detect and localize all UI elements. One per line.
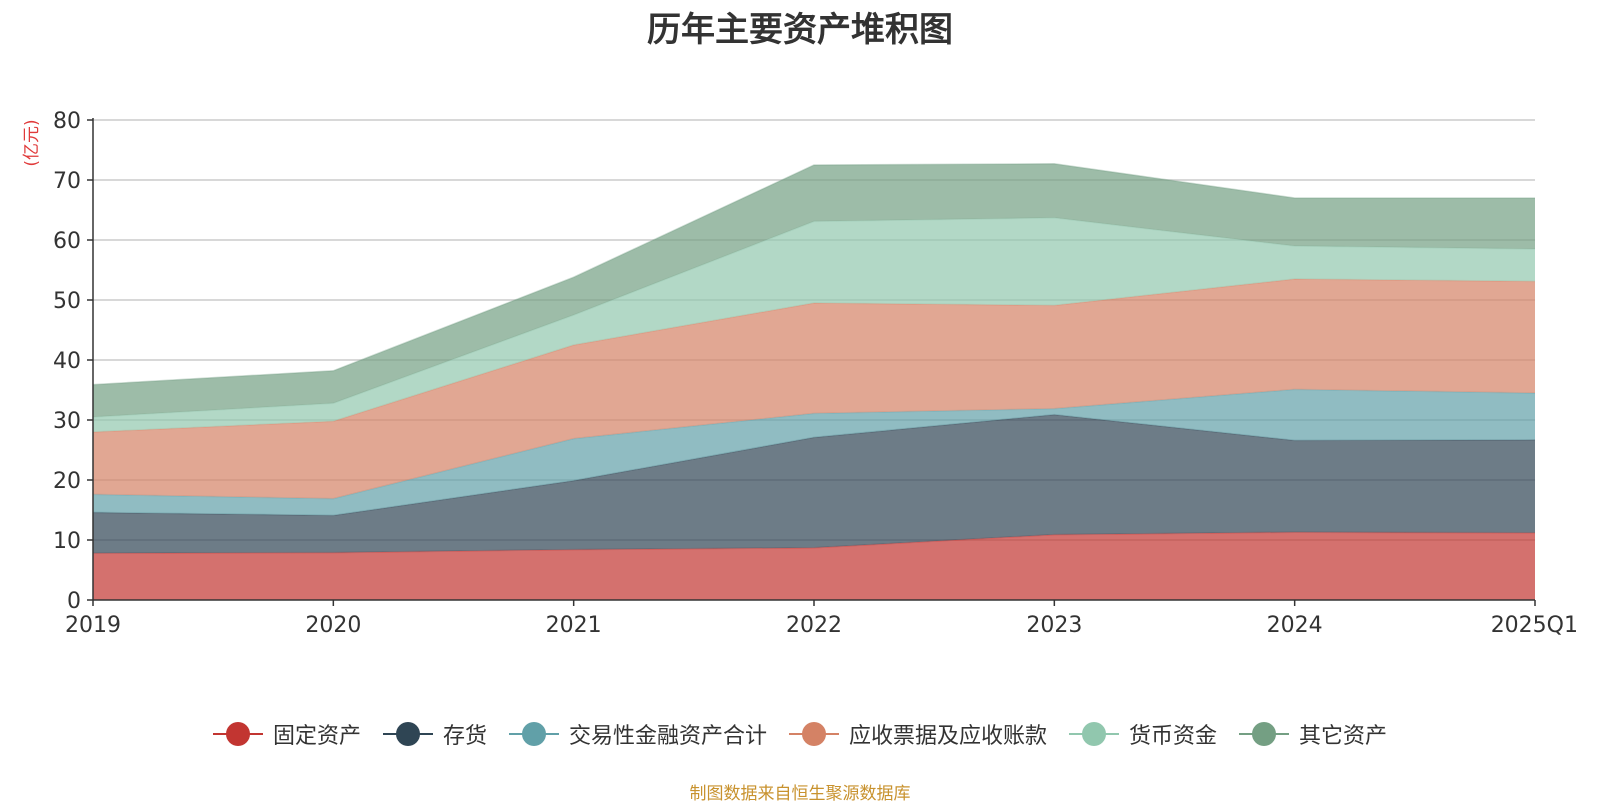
legend-marker-icon xyxy=(1069,722,1120,746)
chart-title: 历年主要资产堆积图 xyxy=(647,10,953,50)
x-tick-label: 2019 xyxy=(65,613,121,638)
legend-marker-icon xyxy=(1239,722,1290,746)
axes: 0 10 20 30 40 50 60 70 80 2019 2020 2021 2022 2023 202… xyxy=(53,109,1578,638)
legend-marker-icon xyxy=(382,722,433,746)
legend-label: 其它资产 xyxy=(1299,724,1388,749)
legend-marker-icon xyxy=(508,722,559,746)
legend-item-6[interactable]: 其它资产 xyxy=(1239,718,1387,750)
x-tick-label: 2024 xyxy=(1267,613,1323,638)
area-series-4 xyxy=(93,279,1535,499)
y-tick-label: 60 xyxy=(53,229,81,254)
source-note: 制图数据来自恒生聚源数据库 xyxy=(689,784,911,804)
area-series xyxy=(92,163,1536,600)
legend-item-2[interactable]: 存货 xyxy=(382,718,487,750)
x-tick-label: 2022 xyxy=(786,613,842,638)
area-series-6 xyxy=(93,163,1535,417)
legend-item-1[interactable]: 固定资产 xyxy=(212,718,361,750)
legend-label: 存货 xyxy=(442,724,487,749)
legend-marker-icon xyxy=(789,722,839,746)
legend-item-5[interactable]: 货币资金 xyxy=(1069,718,1217,750)
x-tick-label: 2020 xyxy=(305,613,361,638)
y-tick-label: 30 xyxy=(53,409,81,434)
legend-label: 固定资产 xyxy=(272,724,361,749)
x-tick-label: 2025Q1 xyxy=(1491,613,1578,638)
legend-marker-icon xyxy=(212,722,263,746)
y-tick-label: 70 xyxy=(53,169,81,194)
area-series-5 xyxy=(93,217,1535,432)
area-series-3 xyxy=(93,389,1535,516)
legend-item-4[interactable]: 应收票据及应收账款 xyxy=(789,718,1047,750)
y-tick-label: 10 xyxy=(53,529,81,554)
y-axis-unit-label: (亿元) xyxy=(22,119,42,166)
area-series-1 xyxy=(93,532,1535,600)
legend-item-3[interactable]: 交易性金融资产合计 xyxy=(508,718,767,750)
x-tick-label: 2023 xyxy=(1026,613,1082,638)
area-series-line-6 xyxy=(92,163,1535,386)
y-tick-label: 0 xyxy=(67,589,81,614)
y-tick-label: 50 xyxy=(53,289,81,314)
legend-label: 应收票据及应收账款 xyxy=(849,724,1048,749)
legend: 固定资产 存货 交易性金融资产合计 应收票据及应收账款 货币资金 其它资产 xyxy=(0,718,1600,750)
y-tick-label: 40 xyxy=(53,349,81,374)
legend-label: 货币资金 xyxy=(1129,724,1218,749)
y-tick-label: 20 xyxy=(53,469,81,494)
area-series-2 xyxy=(93,414,1535,554)
y-tick-label: 80 xyxy=(53,109,81,134)
x-tick-label: 2021 xyxy=(546,613,602,638)
legend-label: 交易性金融资产合计 xyxy=(568,724,767,749)
